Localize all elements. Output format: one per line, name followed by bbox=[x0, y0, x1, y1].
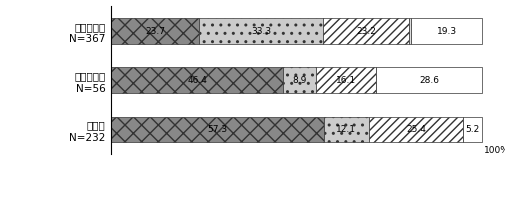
Text: 57.3: 57.3 bbox=[208, 125, 228, 134]
Bar bbox=[317, 67, 376, 93]
Text: 33.3: 33.3 bbox=[251, 27, 271, 36]
Text: 23.2: 23.2 bbox=[356, 27, 376, 36]
Bar bbox=[463, 117, 482, 142]
Text: 12.1: 12.1 bbox=[336, 125, 357, 134]
Bar bbox=[369, 117, 463, 142]
Text: 8.9: 8.9 bbox=[293, 76, 307, 85]
Text: 23.7: 23.7 bbox=[145, 27, 165, 36]
Text: 100%: 100% bbox=[484, 146, 505, 155]
Bar bbox=[411, 18, 482, 44]
Text: 16.1: 16.1 bbox=[336, 76, 357, 85]
Bar bbox=[324, 117, 369, 142]
Bar bbox=[111, 67, 283, 93]
Bar bbox=[376, 67, 482, 93]
Text: 46.4: 46.4 bbox=[187, 76, 207, 85]
Bar bbox=[409, 18, 411, 44]
Bar bbox=[323, 18, 409, 44]
Bar bbox=[199, 18, 323, 44]
Text: 5.2: 5.2 bbox=[466, 125, 480, 134]
Bar bbox=[111, 117, 324, 142]
Text: 25.4: 25.4 bbox=[406, 125, 426, 134]
Text: 28.6: 28.6 bbox=[419, 76, 439, 85]
Bar bbox=[111, 18, 199, 44]
Bar bbox=[283, 67, 317, 93]
Text: 19.3: 19.3 bbox=[436, 27, 457, 36]
